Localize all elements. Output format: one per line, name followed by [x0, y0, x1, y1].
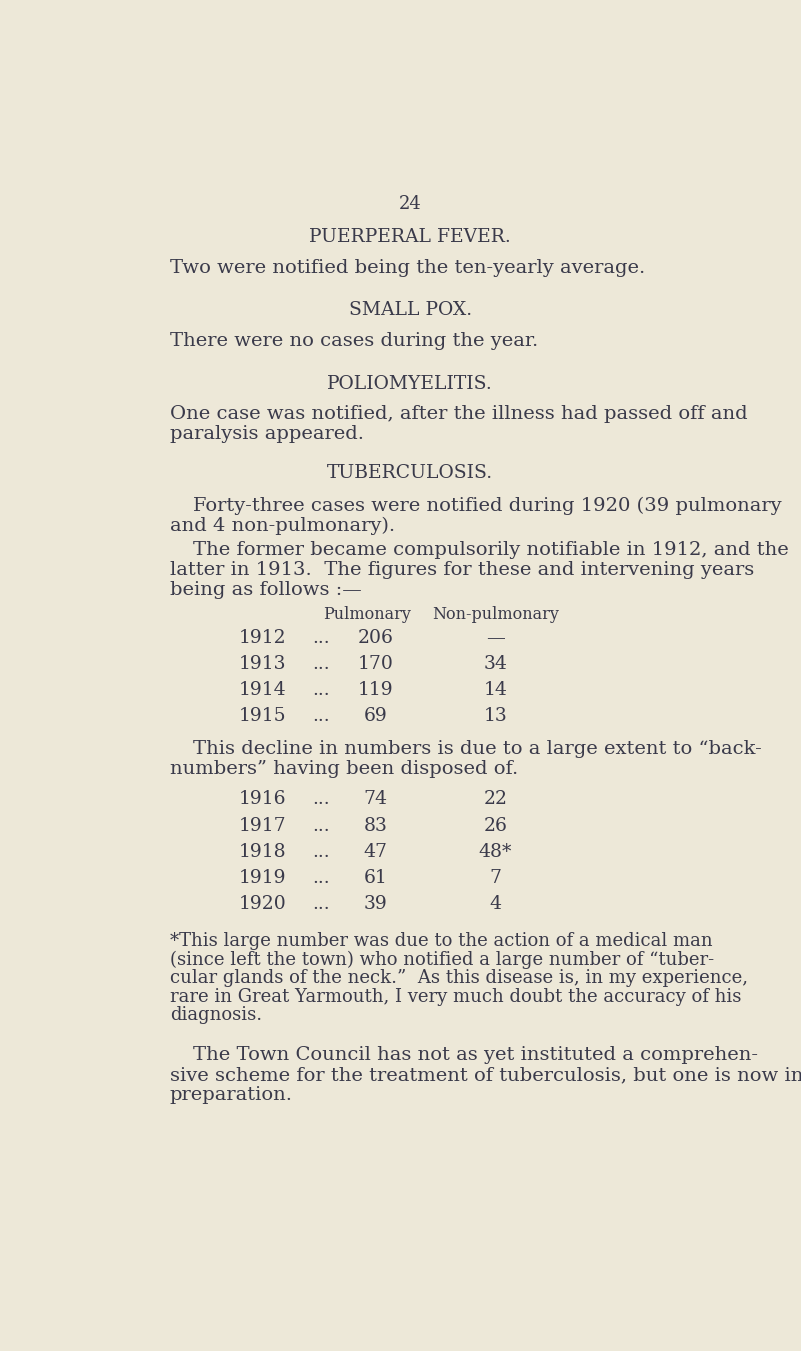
Text: Forty-three cases were notified during 1920 (39 pulmonary: Forty-three cases were notified during 1…: [193, 496, 782, 515]
Text: 1915: 1915: [239, 708, 287, 725]
Text: being as follows :—: being as follows :—: [170, 581, 361, 598]
Text: ...: ...: [312, 896, 330, 913]
Text: 83: 83: [364, 816, 387, 835]
Text: 14: 14: [484, 681, 507, 698]
Text: paralysis appeared.: paralysis appeared.: [170, 426, 364, 443]
Text: —: —: [486, 628, 505, 647]
Text: Pulmonary: Pulmonary: [324, 605, 412, 623]
Text: and 4 non-pulmonary).: and 4 non-pulmonary).: [170, 516, 395, 535]
Text: 119: 119: [357, 681, 393, 698]
Text: 1918: 1918: [239, 843, 287, 861]
Text: ...: ...: [312, 790, 330, 808]
Text: 1920: 1920: [239, 896, 287, 913]
Text: The Town Council has not as yet instituted a comprehen-: The Town Council has not as yet institut…: [193, 1046, 758, 1065]
Text: ...: ...: [312, 655, 330, 673]
Text: ...: ...: [312, 843, 330, 861]
Text: SMALL POX.: SMALL POX.: [348, 301, 472, 319]
Text: 1913: 1913: [239, 655, 287, 673]
Text: There were no cases during the year.: There were no cases during the year.: [170, 332, 538, 350]
Text: PUERPERAL FEVER.: PUERPERAL FEVER.: [309, 228, 511, 246]
Text: ...: ...: [312, 708, 330, 725]
Text: 1912: 1912: [239, 628, 287, 647]
Text: 61: 61: [364, 869, 387, 888]
Text: 13: 13: [484, 708, 507, 725]
Text: This decline in numbers is due to a large extent to “back-: This decline in numbers is due to a larg…: [193, 739, 762, 758]
Text: Non-pulmonary: Non-pulmonary: [432, 605, 559, 623]
Text: rare in Great Yarmouth, I very much doubt the accuracy of his: rare in Great Yarmouth, I very much doub…: [170, 988, 741, 1005]
Text: 74: 74: [363, 790, 387, 808]
Text: ...: ...: [312, 816, 330, 835]
Text: sive scheme for the treatment of tuberculosis, but one is now in: sive scheme for the treatment of tubercu…: [170, 1066, 801, 1084]
Text: 4: 4: [489, 896, 501, 913]
Text: TUBERCULOSIS.: TUBERCULOSIS.: [327, 463, 493, 482]
Text: 48*: 48*: [479, 843, 512, 861]
Text: cular glands of the neck.”  As this disease is, in my experience,: cular glands of the neck.” As this disea…: [170, 969, 748, 988]
Text: POLIOMYELITIS.: POLIOMYELITIS.: [328, 374, 493, 393]
Text: preparation.: preparation.: [170, 1086, 293, 1104]
Text: 1917: 1917: [239, 816, 287, 835]
Text: 26: 26: [484, 816, 507, 835]
Text: 24: 24: [399, 196, 421, 213]
Text: numbers” having been disposed of.: numbers” having been disposed of.: [170, 759, 518, 778]
Text: ...: ...: [312, 869, 330, 888]
Text: Two were notified being the ten-yearly average.: Two were notified being the ten-yearly a…: [170, 259, 645, 277]
Text: 1916: 1916: [239, 790, 287, 808]
Text: 7: 7: [489, 869, 501, 888]
Text: 1914: 1914: [239, 681, 287, 698]
Text: 69: 69: [364, 708, 387, 725]
Text: 22: 22: [483, 790, 507, 808]
Text: latter in 1913.  The figures for these and intervening years: latter in 1913. The figures for these an…: [170, 561, 754, 580]
Text: (since left the town) who notified a large number of “tuber-: (since left the town) who notified a lar…: [170, 951, 714, 969]
Text: *This large number was due to the action of a medical man: *This large number was due to the action…: [170, 932, 713, 950]
Text: 1919: 1919: [239, 869, 287, 888]
Text: diagnosis.: diagnosis.: [170, 1006, 262, 1024]
Text: 170: 170: [357, 655, 393, 673]
Text: ...: ...: [312, 628, 330, 647]
Text: 47: 47: [363, 843, 387, 861]
Text: 34: 34: [484, 655, 507, 673]
Text: The former became compulsorily notifiable in 1912, and the: The former became compulsorily notifiabl…: [193, 540, 789, 559]
Text: 206: 206: [357, 628, 393, 647]
Text: One case was notified, after the illness had passed off and: One case was notified, after the illness…: [170, 405, 747, 423]
Text: ...: ...: [312, 681, 330, 698]
Text: 39: 39: [364, 896, 387, 913]
